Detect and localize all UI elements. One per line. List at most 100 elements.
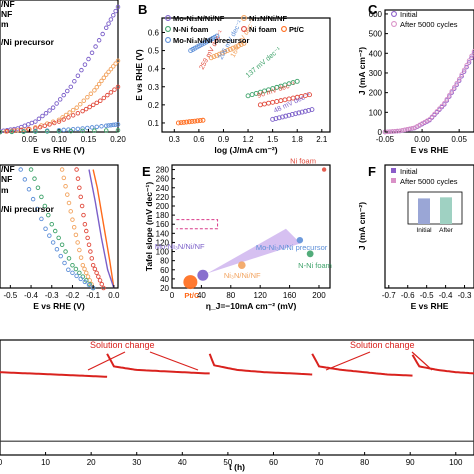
data-point [451,86,457,91]
data-point [96,274,101,279]
data-point [42,203,48,209]
data-point [249,92,255,98]
data-point [78,276,83,282]
data-point [26,122,31,127]
data-point [77,247,82,253]
data-point [52,228,58,234]
data-point [52,120,57,126]
data-point [115,122,121,127]
data-point [409,125,415,131]
y-tick-label: 500 [369,30,383,39]
data-point [444,97,450,102]
data-point [50,240,56,245]
data-point [80,108,85,114]
data-point [280,114,285,120]
data-point [270,99,276,105]
point-label: Ni foam [290,157,316,166]
x-tick-label: 1.2 [242,135,254,144]
data-point [101,285,106,291]
y-tick-label: 280 [156,166,170,175]
data-point [22,177,28,182]
data-point [66,256,72,261]
data-point [464,64,469,70]
data-point [98,98,103,103]
data-point [101,75,107,81]
legend-marker [391,168,396,173]
stability-trace [106,353,210,375]
data-point [46,212,51,218]
data-point [454,82,459,88]
data-point [90,262,96,268]
panel-d-frame [0,164,119,289]
x-tick-label: 0.10 [51,135,67,144]
data-point [447,93,452,98]
data-point [75,110,81,116]
y-tick-label: 300 [369,69,383,78]
data-point [89,256,95,261]
data-point [80,128,85,134]
panel-e-frame [171,164,331,289]
highlight-arrow [207,228,301,274]
x-tick-label: 0 [0,458,3,467]
x-axis-label: E vs RHE (V) [33,145,85,155]
data-point [86,282,92,288]
data-point [28,167,34,172]
data-point [4,129,10,134]
data-point [115,4,121,10]
x-tick-label: 100 [449,458,463,467]
data-point [80,274,86,279]
data-point [103,123,109,128]
data-point [74,167,79,172]
data-point [43,110,49,116]
data-point [456,78,462,84]
data-point [111,122,116,128]
data-point [81,212,86,218]
data-point [94,124,100,130]
data-point [293,111,299,117]
data-point [113,122,118,127]
stability-trace [208,353,313,376]
legend-label: After 5000 cycles [400,20,458,29]
x-tick-label: 0.00 [414,135,430,144]
x-tick-label: -0.5 [420,291,434,300]
inset-category: After [439,227,454,234]
data-point [407,126,412,131]
data-point [66,200,72,206]
data-point [307,92,312,98]
data-point [306,107,312,113]
legend-marker [165,26,171,32]
y-tick-label: 220 [156,193,170,202]
data-point [459,73,464,79]
data-point [106,69,111,75]
data-point [101,95,107,101]
data-point [26,126,31,132]
legend-label: After 5000 cycles [400,177,458,186]
y-tick-label: 40 [160,275,169,284]
point-label: Pt/C [184,291,200,300]
data-point [87,104,92,110]
panel-g-frame [0,339,474,456]
data-point [390,129,395,134]
x-axis-label: log (J/mA cm⁻²) [214,145,277,155]
data-point [100,31,105,37]
data-point [294,78,300,84]
legend-label: Pt/C [289,25,305,34]
data-point [178,120,184,126]
x-tick-label: 200 [312,291,326,300]
data-point [63,184,68,189]
data-point [309,107,315,113]
data-point [79,67,84,73]
data-point [37,124,43,130]
data-point [459,72,464,77]
y-axis-label: J (mA cm⁻²) [357,202,367,250]
x-axis-label: η_J=−10mA cm⁻² (mV) [206,301,297,311]
series-line [88,169,115,289]
data-point [197,118,203,123]
data-point [92,266,98,272]
data-point [40,113,45,119]
x-tick-label: -0.5 [3,291,17,300]
x-axis-label: E vs RHE [411,301,449,311]
x-tick-label: -0.2 [66,291,80,300]
x-tick-label: 70 [315,458,324,467]
data-point [108,17,114,22]
